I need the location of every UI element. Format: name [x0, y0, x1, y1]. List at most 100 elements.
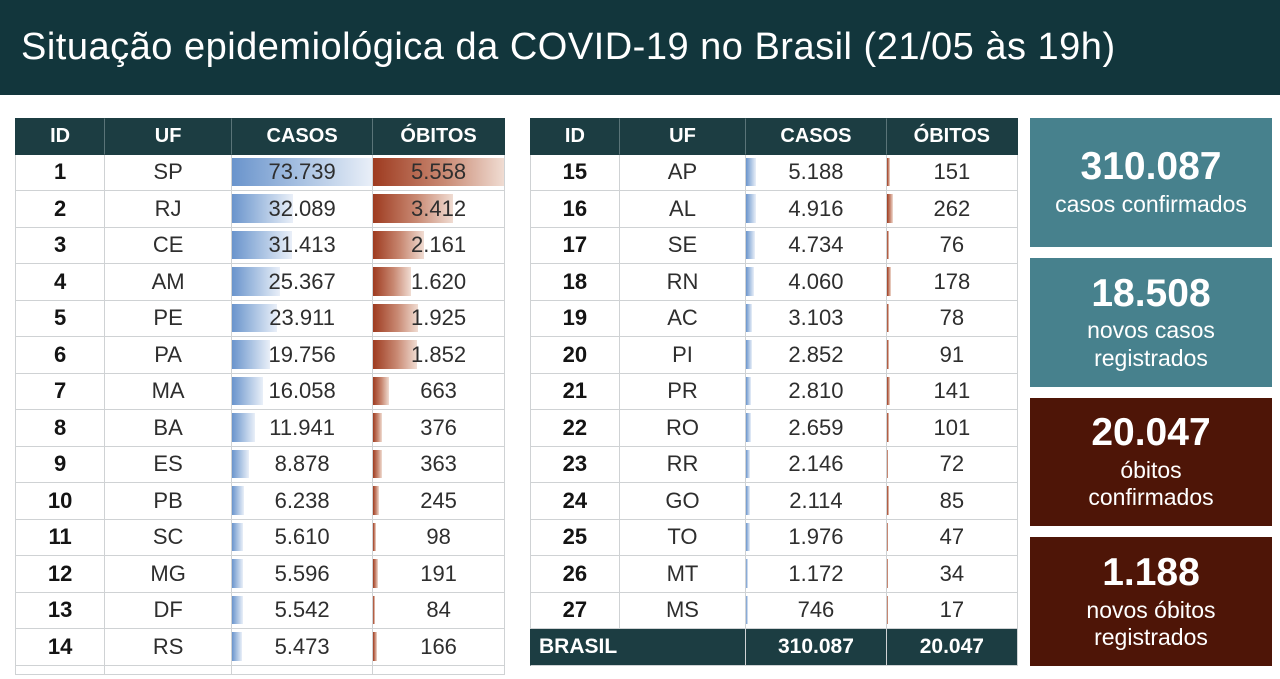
casos-databar [232, 632, 243, 661]
row-cell-casos: 2.659 [746, 410, 887, 447]
row-cell-id: 7 [15, 373, 106, 410]
casos-databar [746, 413, 752, 442]
row-cell-obitos: 101 [886, 410, 1018, 447]
card-novos-obitos: 1.188 novos óbitos registrados [1030, 537, 1272, 666]
row-cell-uf: CE [105, 227, 233, 264]
row-cell-id-value: 17 [562, 232, 588, 258]
row-cell-obitos: 663 [373, 373, 505, 410]
row-cell-id: 19 [530, 300, 620, 337]
row-cell-obitos: 1.620 [373, 264, 505, 301]
footer-label-brasil-value: BRASIL [539, 634, 618, 658]
row-cell-uf: MG [105, 556, 233, 593]
card-casos-confirmados: 310.087 casos confirmados [1030, 118, 1272, 247]
obitos-databar [886, 376, 890, 405]
casos-databar [232, 413, 255, 442]
row-cell-uf: DF [105, 592, 233, 629]
row-cell-casos-value: 3.103 [788, 305, 844, 331]
col-header-casos: CASOS [746, 118, 887, 155]
row-cell-obitos-value: 98 [426, 524, 451, 550]
row-cell-id: 3 [15, 227, 106, 264]
row-cell-id: 1 [15, 154, 106, 191]
row-cell-casos-value: 19.756 [268, 341, 336, 367]
row-cell-uf-value: AP [667, 159, 698, 185]
row-cell-casos: 746 [746, 592, 887, 629]
row-cell-uf-value: DF [153, 597, 183, 623]
row-cell-casos: 4.060 [746, 264, 887, 301]
casos-databar [746, 157, 756, 186]
row-cell-id: 21 [530, 373, 620, 410]
row-cell-uf-value: RR [666, 451, 699, 477]
row-cell-id-value: 21 [562, 378, 588, 404]
row-cell-obitos: 262 [886, 191, 1018, 228]
row-cell-obitos: 72 [886, 446, 1018, 483]
row-cell-id-value: 5 [53, 305, 67, 331]
footer-total-casos: 310.087 [746, 629, 887, 666]
row-cell-obitos: 2.161 [373, 227, 505, 264]
row-cell-casos-value: 2.114 [789, 487, 843, 513]
row-cell-casos: 11.941 [232, 410, 374, 447]
obitos-databar [373, 376, 389, 405]
row-cell-obitos-value: 2.161 [411, 232, 467, 258]
obitos-databar [886, 267, 891, 296]
row-cell-id: 13 [15, 592, 106, 629]
page-title: Situação epidemiológica da COVID-19 no B… [21, 26, 1116, 68]
row-cell-uf-value: AM [151, 268, 185, 294]
row-cell-id-value: 27 [562, 597, 588, 623]
row-cell-id: 20 [530, 337, 620, 374]
row-cell-casos-value: 23.911 [269, 305, 335, 331]
row-cell-uf: SP [105, 154, 233, 191]
row-cell-uf-value: BA [153, 414, 183, 440]
title-bar: Situação epidemiológica da COVID-19 no B… [0, 0, 1280, 95]
row-cell-casos: 19.756 [232, 337, 374, 374]
casos-databar [232, 559, 243, 588]
row-cell-obitos: 245 [373, 483, 505, 520]
row-cell-obitos: 76 [886, 227, 1018, 264]
row-cell-obitos: 166 [373, 629, 505, 666]
row-cell-uf: SE [619, 227, 747, 264]
row-cell-casos-value: 2.852 [788, 341, 844, 367]
casos-databar [746, 303, 753, 332]
col-header-obitos: ÓBITOS [373, 118, 505, 155]
row-cell-casos-value: 5.473 [274, 633, 330, 659]
row-cell-id: 9 [15, 446, 106, 483]
obitos-databar [886, 194, 893, 223]
obitos-databar [373, 303, 419, 332]
row-cell-id: 5 [15, 300, 106, 337]
row-cell-casos: 16.058 [232, 373, 374, 410]
row-cell-casos: 5.542 [232, 592, 374, 629]
row-cell-id-value: 18 [562, 268, 588, 294]
row-cell-casos-value: 1.172 [788, 560, 844, 586]
casos-databar [746, 376, 752, 405]
row-cell-casos: 32.089 [232, 191, 374, 228]
row-cell-id-value: 14 [47, 633, 73, 659]
row-cell-casos: 73.739 [232, 154, 374, 191]
row-cell-casos-value: 5.610 [274, 524, 330, 550]
casos-databar [746, 449, 751, 478]
row-cell-uf-value: PI [672, 341, 693, 367]
row-cell-obitos-value: 151 [933, 159, 971, 185]
row-cell-id: 27 [530, 592, 620, 629]
row-cell-obitos: 151 [886, 154, 1018, 191]
row-cell-id: 22 [530, 410, 620, 447]
casos-databar [746, 486, 751, 515]
obitos-databar [886, 157, 891, 186]
row-cell-uf-value: TO [667, 524, 698, 550]
row-cell-uf: PB [105, 483, 233, 520]
row-cell-uf: ES [105, 446, 233, 483]
row-cell-uf: RS [105, 629, 233, 666]
card-label: casos confirmados [1055, 191, 1247, 218]
footer-total-casos-value: 310.087 [777, 634, 854, 658]
row-cell-uf-value: AC [667, 305, 698, 331]
footer-total-obitos: 20.047 [886, 629, 1018, 666]
casos-databar [746, 559, 749, 588]
casos-databar [232, 157, 373, 186]
row-cell-obitos: 3.412 [373, 191, 505, 228]
row-cell-obitos: 91 [886, 337, 1018, 374]
row-cell-id-value: 19 [562, 305, 588, 331]
row-cell-uf-value: PB [153, 487, 183, 513]
row-cell-id: 16 [530, 191, 620, 228]
row-cell-obitos: 1.925 [373, 300, 505, 337]
row-cell-uf: BA [105, 410, 233, 447]
row-cell-casos-value: 32.089 [268, 195, 336, 221]
row-cell-id-value: 2 [53, 195, 67, 221]
